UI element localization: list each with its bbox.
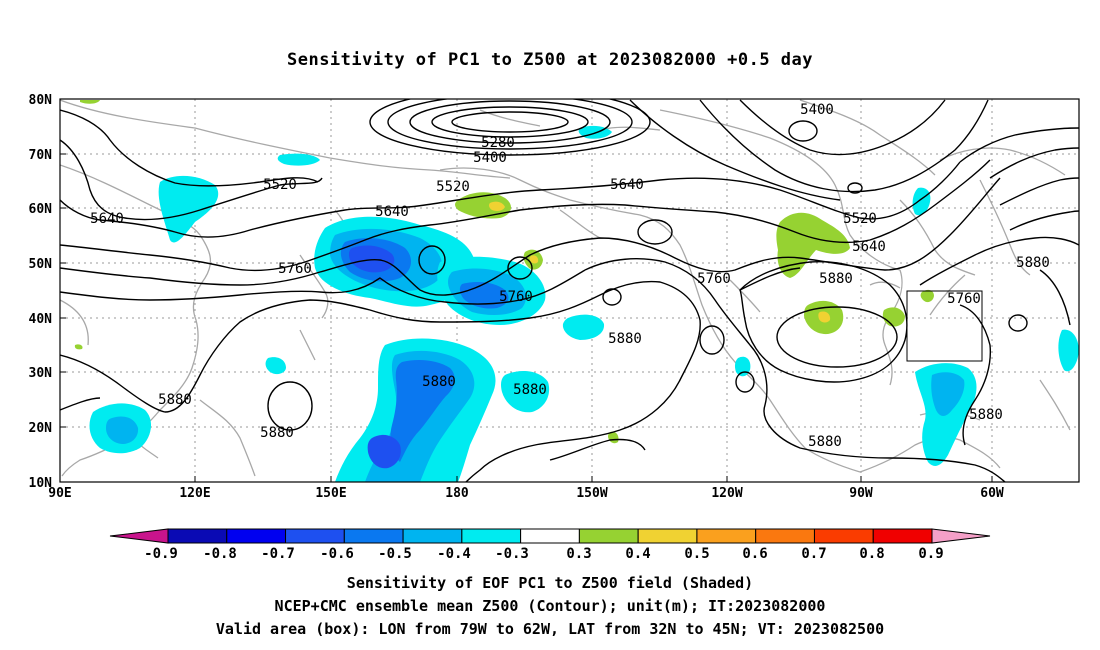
contour-label: 5520 [263,177,297,193]
colorbar-high-arrow [931,528,991,544]
contour-label: 5880 [1016,255,1050,271]
contour-label: 5520 [436,179,470,195]
lat-label: 20N [29,421,53,436]
lat-label: 40N [29,312,53,327]
colorbar-cell [461,528,522,544]
colorbar-label: -0.8 [203,546,237,562]
colorbar-cell [696,528,757,544]
chart-title: Sensitivity of PC1 to Z500 at 2023082000… [286,50,813,70]
lat-label: 50N [29,257,53,272]
colorbar-cell [285,528,345,544]
lon-label: 180 [445,486,469,501]
contour-label: 5760 [697,271,731,287]
map-frame [59,98,1080,483]
contour-label: 5760 [278,261,312,277]
colorbar-label: -0.6 [320,546,354,562]
colorbar-label: 0.8 [859,546,884,562]
colorbar-cell [520,528,580,544]
lon-label: 90W [849,486,873,501]
colorbar-cell [167,528,228,544]
lon-label: 60W [980,486,1004,501]
caption-valid-area: Valid area (box): LON from 79W to 62W, L… [215,620,885,638]
colorbar-label: 0.7 [801,546,826,562]
lat-label: 60N [29,202,53,217]
colorbar [109,528,991,544]
contour-label: 5400 [473,150,507,166]
lon-label: 150E [315,486,346,501]
colorbar-label: 0.4 [625,546,650,562]
colorbar-label: -0.9 [144,546,178,562]
contour-labels: 5280 5400 5400 5520 5520 5520 5640 5640 … [90,102,1050,450]
colorbar-label: -0.4 [437,546,471,562]
contour-label: 5880 [969,407,1003,423]
colorbar-label: -0.7 [261,546,295,562]
contour-label: 5880 [422,374,456,390]
contour-label: 5760 [499,289,533,305]
lon-label: 120W [711,486,742,501]
contour-label: 5640 [90,211,124,227]
contour-label: 5880 [158,392,192,408]
contour-label: 5640 [375,204,409,220]
colorbar-cell [578,528,639,544]
contour-label: 5880 [260,425,294,441]
lat-label: 70N [29,148,53,163]
contour-label: 5880 [513,382,547,398]
colorbar-cell [402,528,463,544]
colorbar-cell [226,528,287,544]
valid-area-box [906,290,983,362]
colorbar-cell [872,528,933,544]
colorbar-cell [755,528,815,544]
colorbar-low-arrow [109,528,169,544]
contour-label: 5880 [808,434,842,450]
lat-axis [60,98,66,483]
colorbar-label: 0.3 [566,546,591,562]
contour-label: 5880 [608,331,642,347]
caption-shading: Sensitivity of EOF PC1 to Z500 field (Sh… [346,574,754,592]
contour-label: 5640 [852,239,886,255]
lat-label: 10N [29,476,53,491]
lat-label: 30N [29,366,53,381]
lon-axis [194,476,993,482]
lat-label: 80N [29,93,53,108]
gridlines [60,99,1079,482]
caption-contour: NCEP+CMC ensemble mean Z500 (Contour); u… [274,597,826,615]
colorbar-label: 0.6 [742,546,767,562]
z500-contours [60,99,1079,482]
contour-label: 5640 [610,177,644,193]
colorbar-label: -0.5 [378,546,412,562]
lon-label: 120E [179,486,210,501]
colorbar-label: 0.9 [918,546,943,562]
colorbar-cell [637,528,698,544]
contour-label: 5880 [819,271,853,287]
lon-label: 150W [576,486,607,501]
colorbar-cell [813,528,874,544]
colorbar-cell [343,528,404,544]
colorbar-label: 0.5 [684,546,709,562]
contour-label: 5400 [800,102,834,118]
contour-label: 5280 [481,135,515,151]
contour-label: 5520 [843,211,877,227]
colorbar-label: -0.3 [495,546,529,562]
contour-label: 5760 [947,291,981,307]
lon-label: 90E [48,486,71,501]
